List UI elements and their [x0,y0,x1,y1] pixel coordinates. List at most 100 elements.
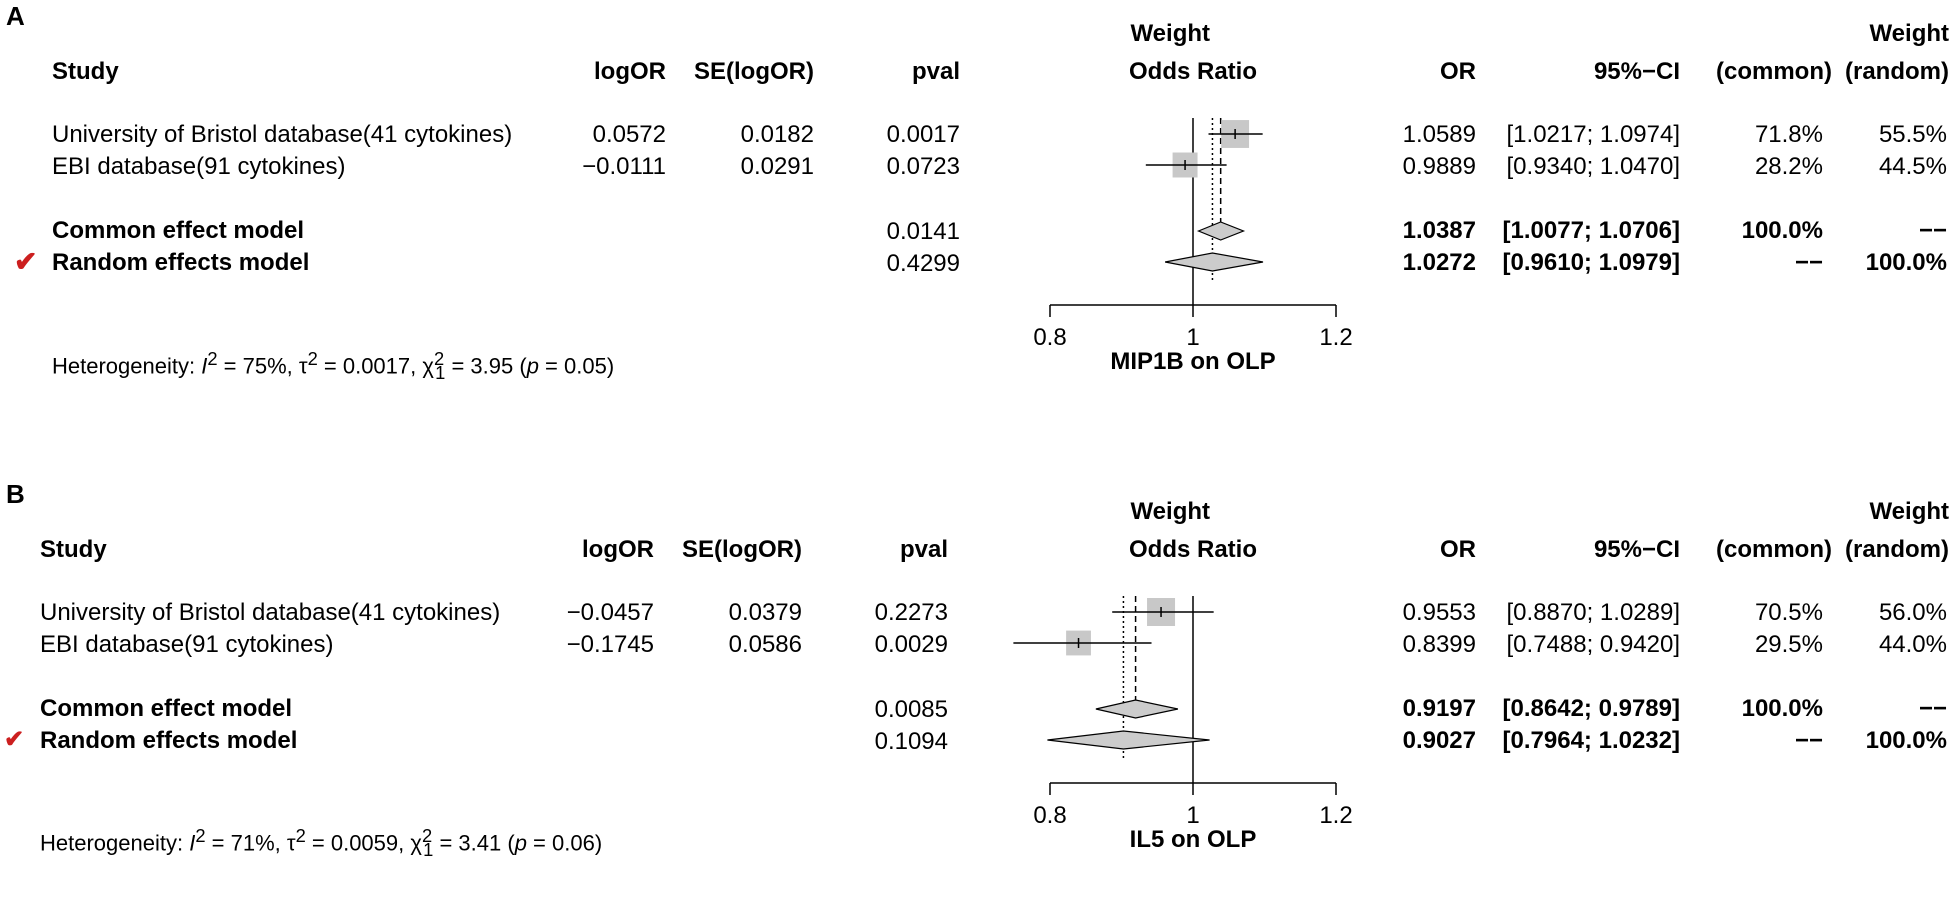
study-name: University of Bristol database(41 cytoki… [40,599,501,626]
header-ci: 95%−CI [1593,536,1680,563]
or-value: 1.0387 [1402,217,1476,244]
weight-common-value: 100.0% [1741,217,1823,244]
logor-value: −0.0111 [582,153,666,180]
x-tick-label: 1.2 [1319,324,1352,351]
ci-value: [0.8642; 0.9789] [1502,695,1680,722]
weight-random-value: 100.0% [1865,727,1947,754]
weight-common-value: 29.5% [1754,631,1823,658]
weight-common-value: 71.8% [1754,121,1823,148]
study-name: EBI database(91 cytokines) [40,631,334,658]
logor-value: −0.0457 [566,599,654,626]
header-random: (random) [1845,536,1949,563]
header-study: Study [40,536,107,563]
se-value: 0.0291 [740,153,814,180]
or-value: 0.8399 [1402,631,1476,658]
or-value: 0.9027 [1402,727,1476,754]
weight-random-value: 100.0% [1865,249,1947,276]
weight-random-value: 55.5% [1878,121,1947,148]
weight-common-value: −− [1794,727,1823,754]
header-ci: 95%−CI [1593,58,1680,85]
pval-value: 0.0017 [886,121,960,148]
header-or: OR [1440,536,1476,563]
model-name: Random effects model [52,249,310,276]
se-value: 0.0586 [728,631,802,658]
x-tick-label: 0.8 [1033,324,1066,351]
ci-value: [0.8870; 1.0289] [1506,599,1680,626]
x-tick-label: 1 [1186,324,1199,351]
header-odds-ratio: Odds Ratio [1128,536,1257,563]
ci-value: [0.9340; 1.0470] [1506,153,1680,180]
logor-value: 0.0572 [592,121,666,148]
header-logor: logOR [582,536,654,563]
weight-common-value: 28.2% [1754,153,1823,180]
ci-value: [1.0077; 1.0706] [1502,217,1680,244]
se-value: 0.0379 [728,599,802,626]
weight-random-value: −− [1918,217,1947,244]
panel-a: A Weight Weight Study logOR SE(logOR) pv… [0,0,1949,420]
common-effect-diamond [1095,699,1179,719]
random-effect-diamond [1165,252,1264,272]
study-name: EBI database(91 cytokines) [52,153,346,180]
ci-value: [0.7488; 0.9420] [1506,631,1680,658]
or-value: 0.9553 [1402,599,1476,626]
or-value: 0.9197 [1402,695,1476,722]
heterogeneity-text: Heterogeneity: I2 = 71%, τ2 = 0.0059, χ2… [40,825,603,860]
ci-value: [0.9610; 1.0979] [1502,249,1680,276]
header-common: (common) [1716,536,1832,563]
x-tick-label: 0.8 [1033,802,1066,829]
model-name: Random effects model [40,727,298,754]
header-or: OR [1440,58,1476,85]
header-study: Study [52,58,119,85]
header-selogor: SE(logOR) [682,536,802,563]
study-name: University of Bristol database(41 cytoki… [52,121,513,148]
forest-plot-a: 0.8 1 1.2 [1033,118,1353,351]
forest-plot-b: 0.8 1 1.2 [1013,596,1353,829]
weight-common-value: 100.0% [1741,695,1823,722]
model-name: Common effect model [40,695,293,722]
or-value: 1.0589 [1402,121,1476,148]
weight-common-value: 70.5% [1754,599,1823,626]
header-logor: logOR [594,58,666,85]
logor-value: −0.1745 [566,631,654,658]
pval-value: 0.0085 [874,696,948,723]
common-effect-diamond [1196,221,1246,241]
weight-random-value: 44.0% [1878,631,1947,658]
header-random: (random) [1845,58,1949,85]
weight-random-value: 44.5% [1878,153,1947,180]
heterogeneity-text: Heterogeneity: I2 = 75%, τ2 = 0.0017, χ2… [52,348,615,383]
panel-letter: A [6,1,25,31]
x-axis-label: MIP1B on OLP [1110,348,1276,375]
x-axis-label: IL5 on OLP [1129,826,1257,853]
x-tick-label: 1 [1186,802,1199,829]
model-name: Common effect model [52,217,305,244]
or-value: 0.9889 [1402,153,1476,180]
weight-common-value: −− [1794,249,1823,276]
se-value: 0.0182 [740,121,814,148]
random-effect-diamond [1047,730,1210,750]
weight-random-value: −− [1918,695,1947,722]
pval-value: 0.4299 [886,250,960,277]
pval-value: 0.0723 [886,153,960,180]
header-pval: pval [899,536,948,563]
header-common: (common) [1716,58,1832,85]
checkmark-icon: ✔ [4,726,25,753]
pval-value: 0.1094 [874,728,948,755]
panel-letter: B [6,479,25,509]
pval-value: 0.0029 [874,631,948,658]
checkmark-icon: ✔ [14,246,38,277]
pval-value: 0.2273 [874,599,948,626]
x-tick-label: 1.2 [1319,802,1352,829]
ci-value: [1.0217; 1.0974] [1506,121,1680,148]
pval-value: 0.0141 [886,218,960,245]
ci-value: [0.7964; 1.0232] [1502,727,1680,754]
weight-random-value: 56.0% [1878,599,1947,626]
header-weight-common: Weight [1130,20,1210,47]
header-selogor: SE(logOR) [694,58,814,85]
header-weight-common: Weight [1130,498,1210,525]
header-weight-random: Weight [1869,20,1949,47]
header-weight-random: Weight [1869,498,1949,525]
header-pval: pval [911,58,960,85]
panel-b: B Weight Weight Study logOR SE(logOR) pv… [0,478,1949,898]
or-value: 1.0272 [1402,249,1476,276]
header-odds-ratio: Odds Ratio [1128,58,1257,85]
